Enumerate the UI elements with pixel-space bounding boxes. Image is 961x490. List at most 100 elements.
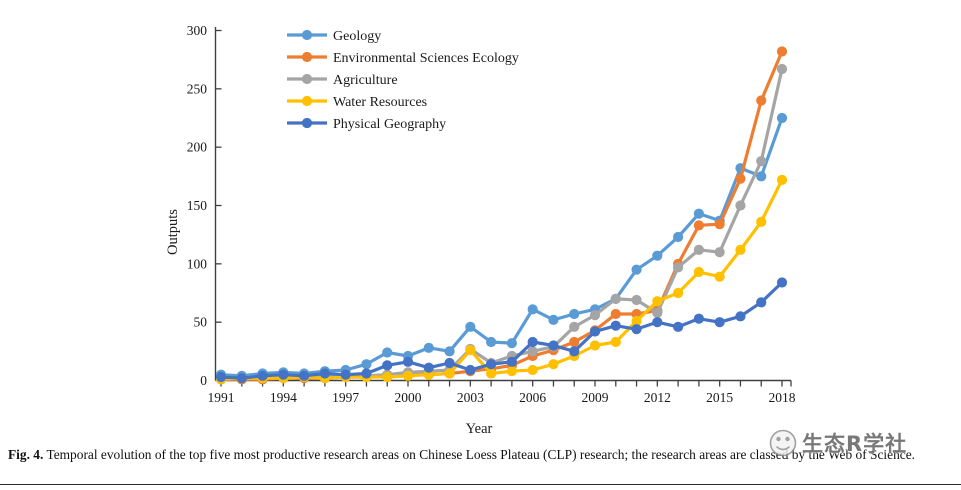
legend-label-agriculture: Agriculture (333, 73, 398, 88)
series-marker-agriculture (714, 247, 725, 258)
series-marker-physical-geography (756, 297, 767, 308)
series-marker-physical-geography (465, 364, 476, 376)
series-marker-geology (548, 314, 559, 325)
series-marker-water-resources (382, 371, 393, 383)
series-marker-geology (423, 342, 434, 353)
series-marker-geology (776, 112, 788, 124)
series-marker-environmental-sciences-ecology (776, 46, 788, 57)
legend-marker (301, 51, 313, 63)
series-marker-geology (693, 208, 704, 219)
series-marker-physical-geography (506, 356, 517, 367)
x-tick-label: 2000 (395, 390, 422, 405)
x-tick-label: 2006 (519, 390, 546, 405)
series-marker-physical-geography (215, 371, 227, 383)
x-tick-label: 2003 (457, 390, 484, 405)
series-marker-geology (569, 308, 580, 320)
x-tick-label: 1994 (270, 390, 297, 405)
series-marker-physical-geography (714, 317, 725, 328)
series-marker-water-resources (527, 364, 538, 376)
series-marker-physical-geography (299, 370, 310, 381)
x-axis-title: Year (466, 421, 493, 437)
series-marker-water-resources (693, 266, 704, 278)
series-marker-water-resources (776, 174, 788, 185)
series-marker-physical-geography (361, 368, 372, 379)
series-line-physical-geography (220, 281, 784, 380)
series-marker-physical-geography (631, 324, 642, 335)
legend-marker (301, 73, 313, 85)
y-axis-title: Outputs (165, 209, 181, 255)
series-marker-geology (361, 359, 372, 370)
x-tick-label: 1997 (332, 390, 359, 405)
series-marker-physical-geography (257, 370, 268, 381)
series-marker-physical-geography (673, 321, 684, 332)
series-marker-environmental-sciences-ecology (756, 95, 767, 106)
series-marker-geology (756, 171, 767, 182)
x-tick-label: 2009 (582, 390, 609, 405)
series-marker-water-resources (589, 340, 601, 351)
series-marker-physical-geography (527, 336, 538, 348)
series-marker-water-resources (423, 369, 434, 380)
series-marker-physical-geography (319, 368, 330, 379)
series-marker-physical-geography (548, 340, 559, 351)
series-marker-geology (673, 231, 684, 243)
series-marker-agriculture (527, 346, 538, 357)
series-marker-geology (631, 264, 642, 275)
legend-marker (301, 29, 313, 41)
series-marker-physical-geography (693, 313, 704, 324)
series-marker-physical-geography (423, 362, 434, 373)
series-marker-geology (465, 321, 476, 332)
series-marker-physical-geography (652, 317, 663, 328)
legend-marker (301, 95, 313, 107)
series-marker-geology (444, 346, 455, 357)
series-marker-agriculture (610, 293, 621, 304)
series-marker-agriculture (776, 63, 788, 75)
series-marker-physical-geography (340, 369, 351, 380)
series-marker-water-resources (444, 368, 455, 379)
series-marker-physical-geography (402, 356, 414, 367)
series-marker-physical-geography (278, 369, 289, 380)
series-marker-environmental-sciences-ecology (610, 308, 621, 320)
x-tick-label: 2015 (706, 390, 733, 405)
y-tick-label: 50 (194, 315, 208, 330)
legend-label-physical-geography: Physical Geography (333, 117, 446, 132)
series-marker-geology (506, 338, 517, 349)
series-line-geology (220, 117, 784, 378)
series-marker-agriculture (589, 310, 601, 321)
legend-label-environmental-sciences-ecology: Environmental Sciences Ecology (333, 51, 519, 66)
series-marker-water-resources (402, 370, 414, 381)
series-marker-agriculture (631, 294, 642, 306)
series-marker-agriculture (756, 156, 767, 167)
series-marker-agriculture (569, 321, 580, 332)
series-marker-physical-geography (236, 373, 247, 384)
series-marker-water-resources (486, 368, 497, 379)
series-marker-geology (527, 304, 538, 315)
series-marker-water-resources (610, 336, 621, 348)
series-marker-agriculture (673, 262, 684, 273)
y-tick-label: 100 (187, 256, 208, 271)
x-tick-label: 1991 (208, 390, 235, 405)
series-marker-water-resources (756, 216, 767, 227)
series-marker-water-resources (506, 366, 517, 377)
series-line-water-resources (220, 179, 784, 381)
series-marker-agriculture (652, 307, 663, 318)
legend-label-water-resources: Water Resources (333, 95, 427, 110)
series-marker-water-resources (714, 271, 725, 282)
figure-caption-label: Fig. 4. (8, 447, 44, 462)
series-marker-geology (652, 250, 663, 261)
series-marker-physical-geography (382, 360, 393, 371)
series-marker-physical-geography (486, 359, 497, 370)
series-marker-agriculture (693, 244, 704, 255)
series-marker-water-resources (548, 359, 559, 370)
series-marker-physical-geography (569, 346, 580, 357)
series-marker-physical-geography (589, 326, 601, 337)
y-tick-label: 150 (187, 198, 208, 213)
series-marker-environmental-sciences-ecology (569, 336, 580, 348)
y-tick-label: 200 (187, 140, 208, 155)
series-marker-environmental-sciences-ecology (693, 220, 704, 231)
series-marker-environmental-sciences-ecology (714, 219, 725, 230)
series-marker-water-resources (673, 287, 684, 299)
series-marker-geology (382, 347, 393, 358)
x-tick-label: 2012 (644, 390, 671, 405)
legend-label-geology: Geology (333, 29, 381, 44)
